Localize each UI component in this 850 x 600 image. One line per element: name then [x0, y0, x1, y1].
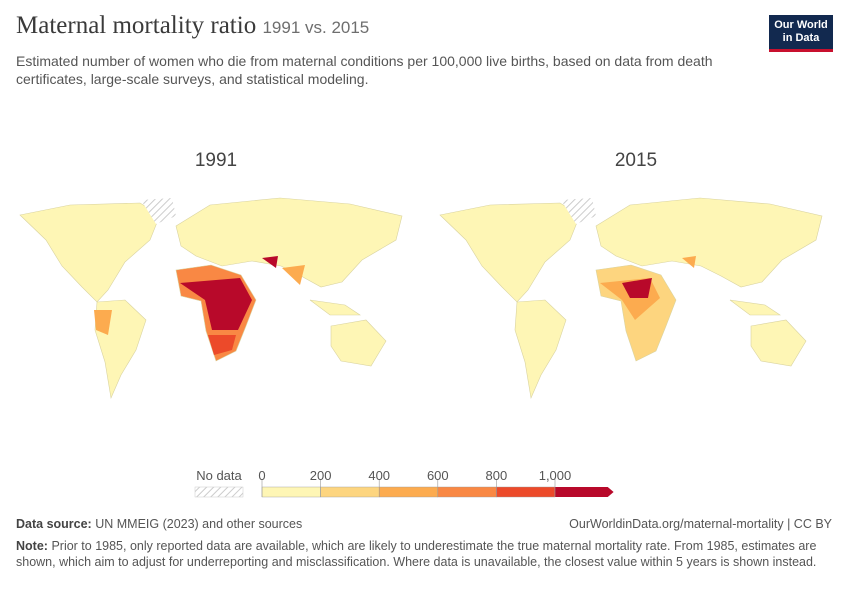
legend-tick-label: 200 [310, 468, 332, 483]
logo-line: Our World [774, 19, 828, 31]
map-label: 2015 [615, 150, 657, 171]
legend-tick-label: 400 [368, 468, 390, 483]
no-data-swatch [194, 486, 244, 498]
legend-bin [437, 486, 497, 498]
title-text: Maternal mortality ratio [16, 12, 257, 39]
title-suffix: 1991 vs. 2015 [262, 18, 370, 37]
source-label: Data source: [16, 517, 92, 531]
note-label: Note: [16, 539, 48, 553]
map-1991 [19, 197, 403, 399]
legend-bin [379, 486, 439, 498]
legend-tick-label: 0 [258, 468, 265, 483]
legend-bin [320, 486, 380, 498]
legend-tick-label: 600 [427, 468, 449, 483]
legend-bin [261, 486, 321, 498]
legend-tick-label: 1,000 [539, 468, 572, 483]
legend-bin [555, 487, 614, 497]
logo-line: in Data [782, 32, 820, 44]
source: Data source: UN MMEIG (2023) and other s… [16, 517, 302, 531]
note-text: Prior to 1985, only reported data are av… [16, 539, 817, 569]
legend-tick-label: 800 [486, 468, 508, 483]
map-label: 1991 [195, 150, 237, 171]
source-text: UN MMEIG (2023) and other sources [95, 517, 303, 531]
no-data-label: No data [196, 468, 242, 483]
url[interactable]: OurWorldinData.org/maternal-mortality | … [569, 517, 832, 531]
legend: No data 0 200 400 600 800 1,000 [194, 468, 614, 498]
title: Maternal mortality ratio 1991 vs. 2015 [16, 12, 369, 40]
legend-bin [496, 486, 556, 498]
map-2015 [439, 197, 823, 399]
logo[interactable]: Our World in Data [769, 15, 833, 52]
note: Note: Prior to 1985, only reported data … [16, 538, 836, 570]
subtitle: Estimated number of women who die from m… [16, 53, 713, 87]
